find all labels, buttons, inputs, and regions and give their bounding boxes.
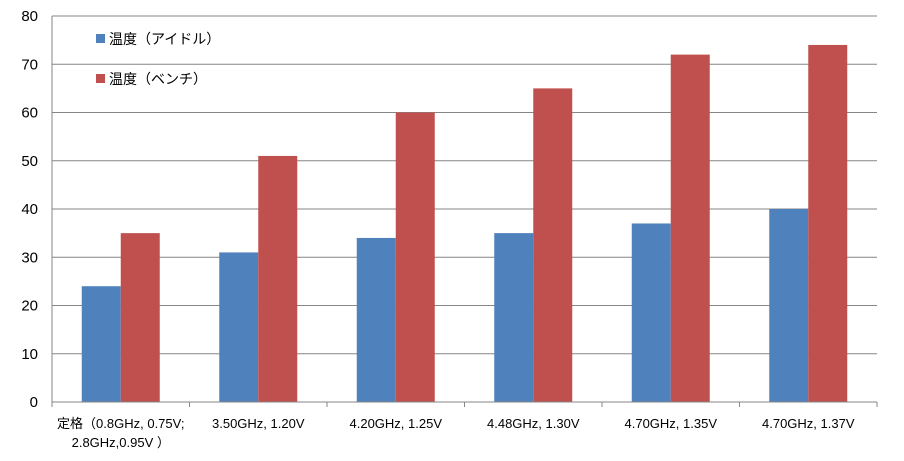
y-tick-label: 50 [21,153,38,170]
x-tick-label: 定格（0.8GHz, 0.75V; [57,416,184,431]
legend: 温度（アイドル） 温度（ベンチ） [96,32,220,88]
x-axis: 定格（0.8GHz, 0.75V; 2.8GHz,0.95V ） 3.50GHz, … [51,401,878,450]
y-tick-label: 80 [21,8,38,25]
bar-idle [769,209,809,402]
bar-idle [219,252,259,402]
y-tick-label: 0 [30,394,38,411]
y-tick-label: 30 [21,249,38,266]
x-tick-label: 4.70GHz, 1.37V [762,416,855,431]
bar-bench [258,155,298,402]
x-tick-label: 2.8GHz,0.95V ） [72,435,170,450]
bar-bench [120,233,160,402]
bar-idle [494,233,534,402]
legend-label: 温度（アイドル） [109,32,220,48]
y-tick-label: 10 [21,346,38,363]
bar-idle [631,223,671,402]
bar-bench [670,54,710,402]
legend-swatch [96,74,105,83]
bar-idle [81,286,121,402]
bar-bench [808,44,848,402]
legend-label: 温度（ベンチ） [109,72,207,88]
y-tick-label: 70 [21,56,38,73]
x-tick-label: 4.48GHz, 1.30V [487,416,580,431]
bar-idle [356,237,396,402]
bar-bench [395,112,435,402]
gridlines [52,15,877,355]
x-tick-label: 4.20GHz, 1.25V [350,416,443,431]
bar-bench [533,88,573,402]
x-tick-label: 4.70GHz, 1.35V [625,416,718,431]
y-tick-label: 60 [21,105,38,122]
y-tick-label: 40 [21,201,38,218]
legend-swatch [96,34,105,43]
x-tick-label: 3.50GHz, 1.20V [212,416,305,431]
bars [81,44,848,402]
y-axis: 0 10 20 30 40 50 60 70 80 [21,8,53,411]
y-tick-label: 20 [21,298,38,315]
